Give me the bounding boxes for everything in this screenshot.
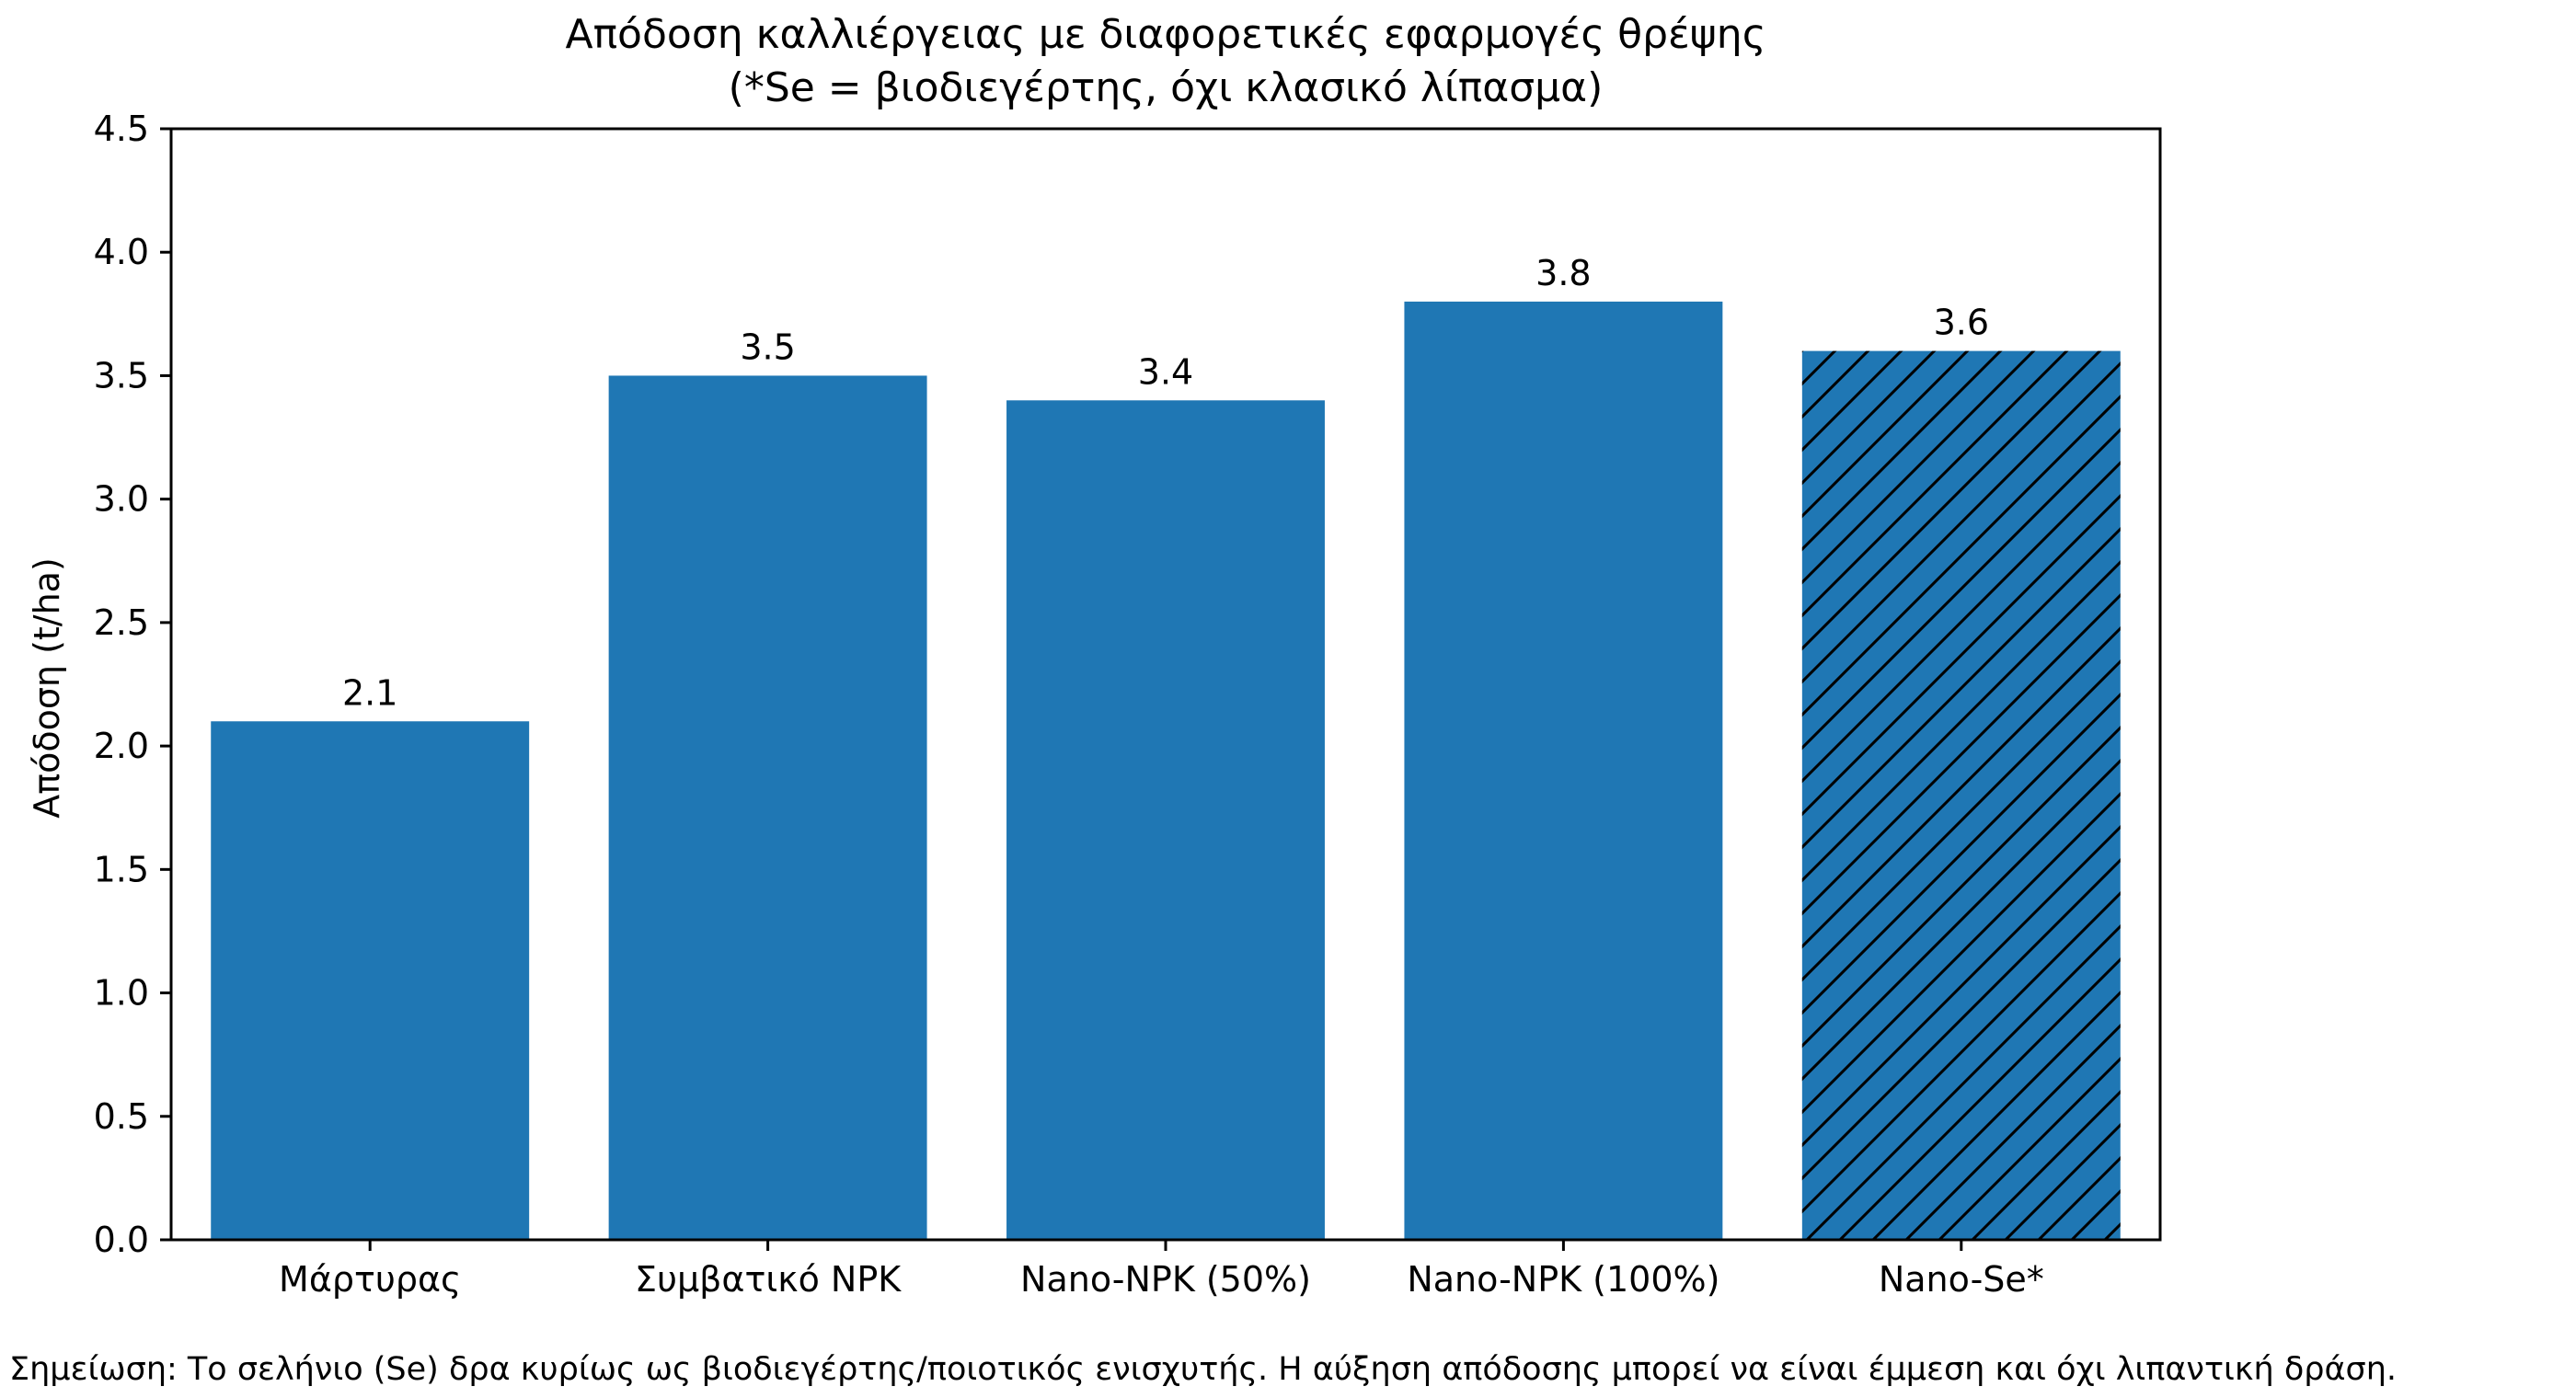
x-tick-label: Nano-Se* [1879, 1259, 2044, 1300]
bar-value-label: 3.5 [740, 327, 795, 367]
bar-value-label: 3.4 [1138, 351, 1193, 392]
y-tick-label: 0.5 [94, 1096, 149, 1137]
bar [608, 375, 927, 1240]
y-tick-label: 4.5 [94, 109, 149, 149]
bar [211, 721, 530, 1240]
bar-value-label: 3.6 [1934, 303, 1989, 343]
plot-frame [169, 127, 2162, 1242]
y-tick-label: 0.0 [94, 1220, 149, 1260]
y-tick-label: 4.0 [94, 232, 149, 272]
bar [1006, 400, 1325, 1240]
x-tick-label: Συμβατικό NPK [635, 1259, 902, 1300]
y-ticks-group: 0.0 0.5 1.0 1.5 2.0 2.5 3.0 3.5 4.0 4.5 [94, 109, 171, 1260]
y-tick-label: 2.5 [94, 602, 149, 643]
bar-hatch [1801, 350, 2121, 1241]
y-tick-label: 1.0 [94, 973, 149, 1014]
x-tick-label: Nano-NPK (100%) [1407, 1259, 1719, 1300]
y-tick-label: 3.5 [94, 355, 149, 395]
data-labels-group: 2.1 3.5 3.4 3.8 3.6 [342, 253, 1989, 713]
chart-title: Απόδοση καλλιέργειας με διαφορετικές εφα… [565, 11, 1765, 58]
x-tick-label: Nano-NPK (50%) [1020, 1259, 1311, 1300]
bar-value-label: 2.1 [342, 672, 397, 713]
y-axis-label: Απόδοση (t/ha) [27, 557, 67, 819]
x-tick-label: Μάρτυρας [279, 1259, 461, 1300]
bar-value-label: 3.8 [1535, 253, 1591, 293]
y-tick-label: 3.0 [94, 479, 149, 520]
chart-subtitle: (*Se = βιοδιεγέρτης, όχι κλασικό λίπασμα… [729, 64, 1604, 111]
x-ticks-group: Μάρτυρας Συμβατικό NPK Nano-NPK (50%) Nano-… [279, 1240, 2044, 1300]
y-tick-label: 1.5 [94, 849, 149, 889]
y-tick-label: 2.0 [94, 726, 149, 766]
bars-group [211, 301, 2121, 1241]
footnote: Σημείωση: Το σελήνιο (Se) δρα κυρίως ως … [9, 1351, 2397, 1388]
bar [1404, 301, 1723, 1240]
